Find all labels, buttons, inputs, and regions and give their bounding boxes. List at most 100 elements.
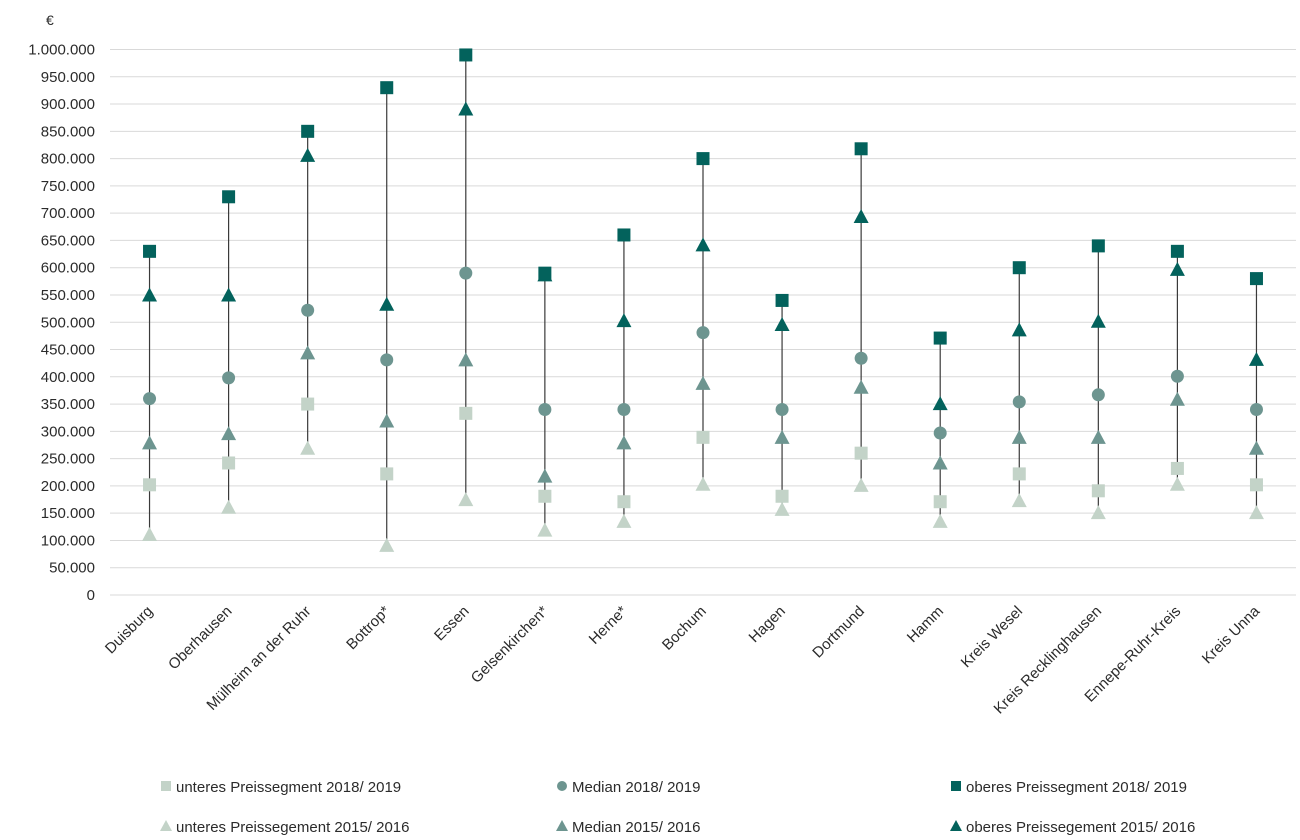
legend-item: unteres Preissegement 2015/ 2016: [160, 819, 410, 836]
data-point: [1090, 429, 1106, 444]
y-tick-label: 800.000: [41, 151, 95, 168]
legend-marker: [161, 781, 171, 791]
data-point: [775, 403, 789, 417]
x-category-label: Dortmund: [809, 603, 868, 662]
data-point: [775, 293, 789, 307]
data-point: [774, 501, 790, 516]
y-axis-tick-labels: 0 50.000 100.000 150.000 200.000 250.000 300.0…: [28, 42, 95, 605]
y-tick-label: 700.000: [41, 205, 95, 222]
data-point: [695, 476, 711, 491]
data-point: [695, 237, 711, 252]
data-point: [696, 326, 710, 340]
legend-marker: [160, 820, 172, 831]
data-point: [458, 101, 474, 116]
x-category-label: Gelsenkirchen*: [468, 603, 552, 687]
data-point: [1012, 467, 1026, 481]
y-tick-label: 550.000: [41, 287, 95, 304]
data-point: [617, 495, 631, 509]
data-point: [933, 331, 947, 345]
data-point: [538, 403, 552, 417]
y-tick-label: 900.000: [41, 96, 95, 113]
data-point: [696, 152, 710, 166]
data-point: [458, 352, 474, 367]
x-category-label: Bochum: [659, 603, 710, 654]
data-point: [380, 467, 394, 481]
data-point: [1249, 272, 1263, 286]
y-tick-label: 450.000: [41, 342, 95, 359]
legend-marker: [951, 781, 961, 791]
data-point: [221, 426, 237, 441]
data-point: [932, 455, 948, 470]
data-point: [300, 147, 316, 162]
data-point: [1169, 476, 1185, 491]
data-point: [222, 456, 236, 470]
y-tick-label: 1.000.000: [28, 42, 95, 59]
data-point: [1090, 505, 1106, 520]
legend: unteres Preissegment 2018/ 2019 Median 20…: [160, 779, 1195, 836]
data-point: [1249, 403, 1263, 417]
data-point: [379, 413, 395, 428]
data-point: [222, 190, 236, 204]
data-point: [380, 353, 394, 367]
data-point: [143, 392, 157, 406]
data-point: [379, 296, 395, 311]
data-point: [1091, 388, 1105, 402]
x-category-label: Hagen: [746, 603, 789, 646]
data-point: [1011, 322, 1027, 337]
data-point: [933, 495, 947, 509]
y-tick-label: 650.000: [41, 232, 95, 249]
data-point: [854, 351, 868, 365]
data-point: [1248, 351, 1264, 366]
data-point: [143, 244, 157, 258]
data-point: [932, 396, 948, 411]
data-point: [1169, 261, 1185, 276]
y-tick-label: 750.000: [41, 178, 95, 195]
data-point: [775, 489, 789, 503]
data-point: [1249, 478, 1263, 492]
legend-marker: [557, 781, 567, 791]
legend-marker: [556, 820, 568, 831]
data-point: [695, 375, 711, 390]
data-point: [142, 287, 158, 302]
y-tick-label: 600.000: [41, 260, 95, 277]
x-category-label: Bottrop*: [343, 603, 393, 653]
data-point: [142, 526, 158, 541]
x-category-label: Duisburg: [102, 603, 156, 657]
data-point: [853, 477, 869, 492]
data-point: [459, 48, 473, 62]
data-point: [853, 379, 869, 394]
y-tick-label: 400.000: [41, 369, 95, 386]
data-point: [696, 430, 710, 444]
y-tick-label: 200.000: [41, 478, 95, 495]
data-point: [774, 429, 790, 444]
legend-marker: [950, 820, 962, 831]
data-point: [1170, 244, 1184, 258]
data-point: [300, 440, 316, 455]
x-category-label: Kreis Wesel: [958, 603, 1026, 671]
data-point: [1012, 261, 1026, 275]
y-tick-label: 250.000: [41, 451, 95, 468]
data-point: [221, 499, 237, 514]
data-point: [221, 287, 237, 302]
legend-item: unteres Preissegment 2018/ 2019: [161, 779, 401, 796]
data-point: [301, 303, 315, 317]
data-point: [379, 537, 395, 552]
data-point: [1090, 313, 1106, 328]
data-point: [774, 316, 790, 331]
y-tick-label: 350.000: [41, 396, 95, 413]
data-point: [616, 435, 632, 450]
y-tick-label: 850.000: [41, 123, 95, 140]
data-point: [458, 492, 474, 507]
data-point: [1170, 369, 1184, 383]
data-point: [538, 266, 552, 280]
data-point: [617, 228, 631, 242]
y-axis-unit-label: €: [46, 12, 54, 28]
x-category-label: Essen: [431, 603, 473, 645]
legend-label: unteres Preissegement 2015/ 2016: [176, 819, 410, 835]
legend-label: unteres Preissegment 2018/ 2019: [176, 779, 401, 796]
x-category-label: Hamm: [904, 603, 947, 646]
y-tick-label: 0: [87, 587, 95, 604]
legend-item: oberes Preissegement 2015/ 2016: [950, 819, 1195, 836]
